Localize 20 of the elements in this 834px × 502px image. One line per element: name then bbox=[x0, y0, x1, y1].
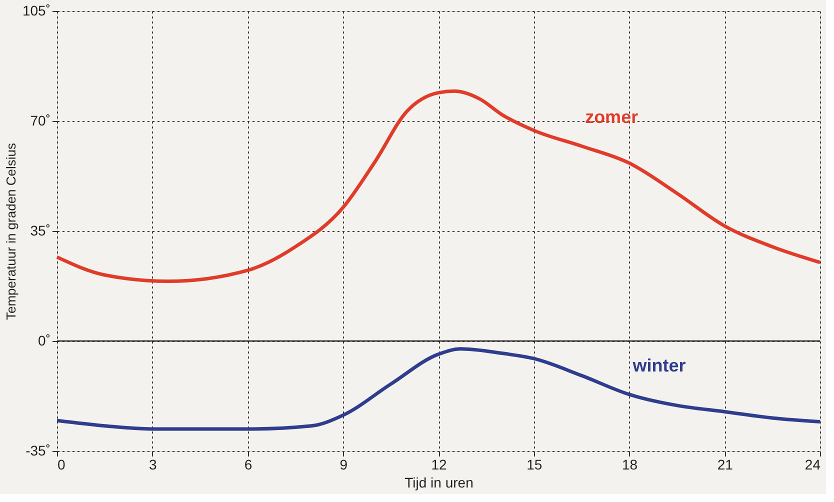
y-axis-title: Temperatuur in graden Celsius bbox=[3, 142, 18, 320]
y-tick-label: -35˚ bbox=[26, 442, 50, 458]
x-tick-label: 21 bbox=[717, 456, 734, 472]
line-series bbox=[55, 89, 822, 284]
x-tick-label: 24 bbox=[804, 456, 821, 472]
y-tick-label: 70˚ bbox=[30, 112, 50, 128]
y-tick-label: 105˚ bbox=[22, 2, 50, 18]
series-label: zomer bbox=[585, 107, 638, 128]
y-tick-label: 35˚ bbox=[30, 222, 50, 238]
x-tick-label: 3 bbox=[148, 456, 157, 472]
x-tick-label: 12 bbox=[431, 456, 447, 472]
x-tick-label: 0 bbox=[58, 456, 66, 472]
line-series bbox=[55, 347, 822, 431]
series-label: winter bbox=[632, 355, 686, 376]
x-tick-label: 6 bbox=[244, 456, 252, 472]
x-tick-label: 9 bbox=[340, 456, 348, 472]
y-tick-label: 0˚ bbox=[38, 332, 50, 348]
x-tick-label: 18 bbox=[622, 456, 638, 472]
x-tick-label: 15 bbox=[526, 456, 542, 472]
x-axis-title: Tijd in uren bbox=[404, 474, 474, 490]
